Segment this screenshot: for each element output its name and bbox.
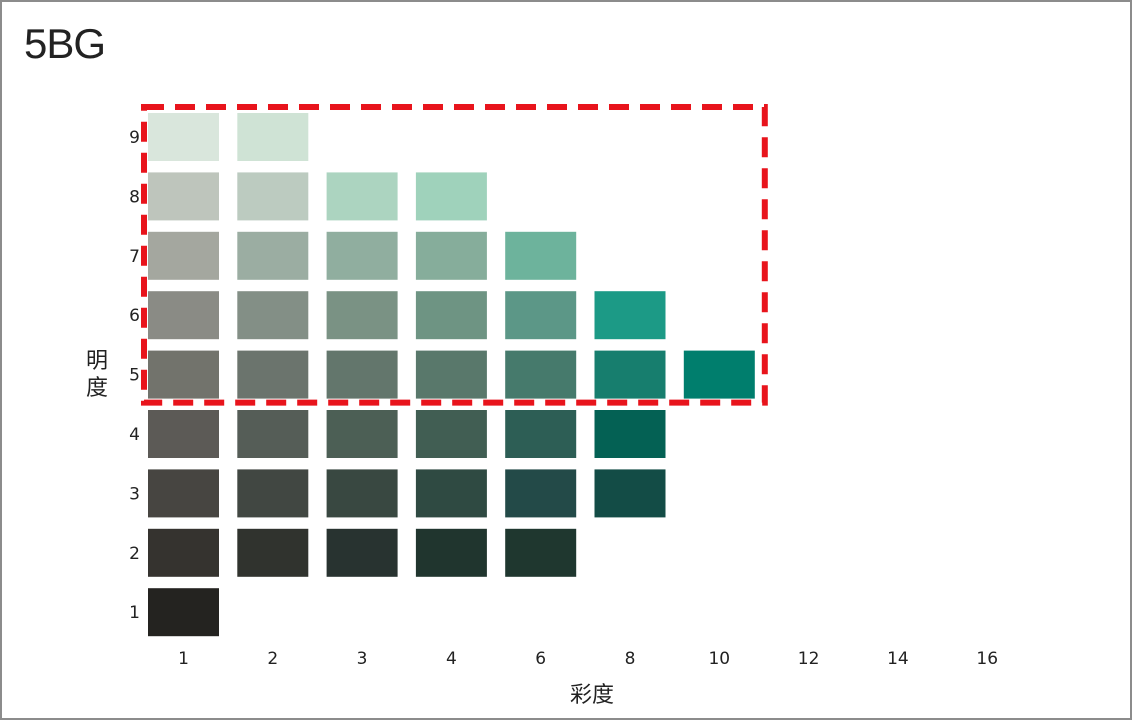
swatch-v4-c1: [148, 410, 219, 458]
y-tick-label: 8: [129, 187, 140, 207]
x-tick-label: 16: [976, 649, 998, 669]
x-tick-label: 12: [798, 649, 820, 669]
swatch-v7-c4: [415, 231, 487, 280]
x-tick-label: 3: [357, 649, 368, 669]
page-title: 5BG: [24, 20, 106, 67]
swatch-v3-c6: [505, 469, 577, 518]
swatch-v6-c2: [237, 291, 309, 340]
swatch-v4-c3: [326, 410, 398, 458]
swatch-v8-c2: [237, 172, 309, 221]
swatch-v7-c6: [505, 231, 577, 280]
swatch-v3-c1: [148, 469, 219, 518]
x-tick-label: 4: [446, 649, 457, 669]
swatch-v6-c6: [505, 291, 577, 340]
swatch-v6-c1: [148, 291, 219, 340]
swatch-v2-c4: [415, 528, 487, 577]
y-tick-label: 6: [129, 306, 140, 326]
x-tick-label: 10: [708, 649, 730, 669]
swatch-v5-c6: [505, 350, 577, 399]
y-tick-label: 5: [129, 366, 140, 386]
swatch-v6-c4: [415, 291, 487, 340]
y-axis-label-char: 度: [86, 376, 108, 401]
swatch-v3-c8: [594, 469, 666, 518]
swatch-v5-c4: [415, 350, 487, 399]
swatch-v5-c8: [594, 350, 666, 399]
swatch-v3-c4: [415, 469, 487, 518]
swatch-v6-c8: [594, 291, 666, 340]
y-tick-label: 1: [129, 603, 140, 623]
y-tick-label: 9: [129, 128, 140, 148]
x-tick-label: 1: [178, 649, 189, 669]
swatch-v7-c2: [237, 231, 309, 280]
swatch-v2-c6: [505, 528, 577, 577]
y-tick-label: 4: [129, 425, 140, 445]
swatch-v2-c3: [326, 528, 398, 577]
y-tick-label: 7: [129, 247, 140, 267]
swatch-v7-c3: [326, 231, 398, 280]
swatch-v8-c3: [326, 172, 398, 221]
x-tick-label: 2: [267, 649, 278, 669]
swatch-v5-c10: [683, 350, 755, 399]
x-axis-label: 彩度: [570, 683, 614, 708]
swatch-v5-c2: [237, 350, 309, 399]
swatch-v7-c1: [148, 231, 219, 280]
swatch-v5-c1: [148, 350, 219, 399]
x-tick-label: 14: [887, 649, 909, 669]
y-axis-label-char: 明: [86, 349, 108, 374]
swatch-v5-c3: [326, 350, 398, 399]
swatch-v2-c1: [148, 528, 219, 577]
swatch-v4-c6: [505, 410, 577, 458]
swatch-v3-c2: [237, 469, 309, 518]
y-tick-label: 3: [129, 484, 140, 504]
y-tick-label: 2: [129, 544, 140, 564]
swatch-v3-c3: [326, 469, 398, 518]
swatch-v1-c1: [148, 588, 219, 637]
x-tick-label: 6: [535, 649, 546, 669]
swatch-v8-c4: [415, 172, 487, 221]
swatch-v6-c3: [326, 291, 398, 340]
swatch-v4-c8: [594, 410, 666, 458]
swatch-v4-c4: [415, 410, 487, 458]
swatch-v9-c2: [237, 113, 309, 161]
swatch-v8-c1: [148, 172, 219, 221]
swatch-v9-c1: [148, 113, 219, 161]
swatch-v4-c2: [237, 410, 309, 458]
x-tick-label: 8: [625, 649, 636, 669]
highlight-box: [141, 104, 768, 406]
swatch-v2-c2: [237, 528, 309, 577]
